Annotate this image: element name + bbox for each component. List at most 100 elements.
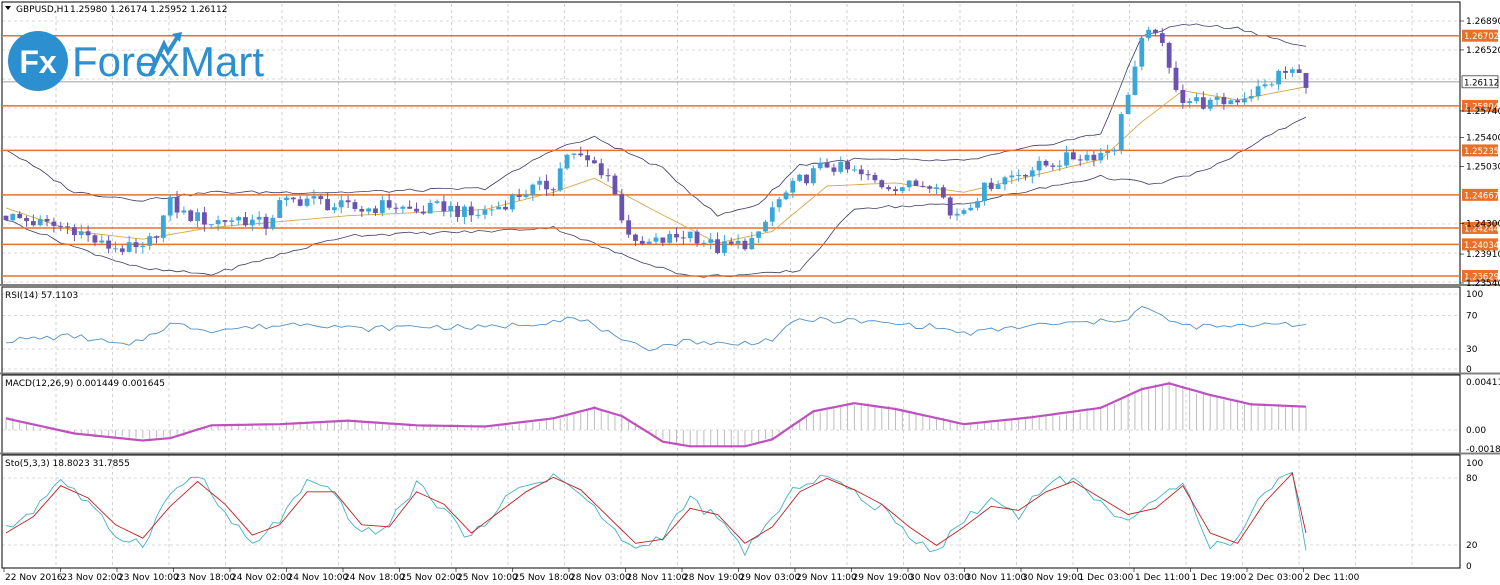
current-price-tag — [1461, 75, 1499, 89]
candle-body — [783, 192, 789, 200]
candle-body — [462, 206, 467, 217]
candle-body — [1146, 29, 1152, 39]
price-axis-label: 1.25030 — [1466, 162, 1500, 172]
candle-body — [3, 215, 9, 221]
price-axis-label: 1.25400 — [1466, 134, 1500, 144]
candle-body — [448, 205, 454, 212]
candle-body — [434, 201, 440, 203]
candle-body — [24, 217, 29, 222]
candle-body — [988, 182, 994, 190]
bollinger-lower-line — [5, 116, 1307, 278]
candle-body — [660, 237, 666, 243]
candle-body — [516, 195, 522, 197]
candle-body — [633, 234, 638, 241]
candle-body — [222, 220, 228, 222]
stochastic-label: Sto(5,3,3) 18.8023 31.7855 — [5, 459, 130, 469]
candle-body — [1248, 96, 1254, 99]
candle-body — [1276, 70, 1282, 85]
candle-body — [1228, 100, 1234, 105]
candle-body — [756, 231, 762, 238]
rsi-panel[interactable]: RSI(14) 57.1103 — [5, 291, 1307, 352]
rsi-axis-label: 100 — [1466, 290, 1483, 300]
candle-body — [304, 198, 310, 206]
candle-body — [1118, 114, 1124, 151]
candle-body — [468, 206, 474, 216]
candle-body — [639, 240, 645, 244]
ohlc-label: 1.25980 1.26174 1.25952 1.26112 — [70, 5, 227, 15]
candle-body — [1070, 152, 1076, 160]
candle-body — [366, 208, 372, 212]
rsi-axis-label: 0 — [1466, 365, 1472, 375]
candle-body — [995, 184, 1001, 190]
rsi-axis-label: 30 — [1466, 345, 1478, 355]
candle-body — [872, 174, 878, 181]
candle-body — [1214, 96, 1220, 100]
macd-label: MACD(12,26,9) 0.001449 0.001645 — [5, 379, 165, 389]
logo-arrow-icon — [148, 34, 180, 76]
candle-body — [564, 154, 570, 169]
time-axis-label: 2 Dec 11:00 — [1305, 573, 1360, 583]
candle-body — [414, 208, 419, 212]
macd-axis-label: 0.004117 — [1466, 378, 1500, 388]
candle-body — [790, 180, 796, 193]
price-axis-label: 1.25740 — [1466, 107, 1500, 117]
candle-body — [530, 184, 536, 195]
candle-body — [420, 211, 426, 214]
time-axis-label: 29 Nov 11:00 — [796, 573, 857, 583]
candle-body — [1221, 96, 1227, 105]
candle-body — [845, 161, 850, 170]
level-price-label: 1.23629 — [1464, 273, 1499, 283]
candle-body — [537, 180, 543, 185]
candle-body — [523, 194, 529, 197]
candle-body — [1098, 152, 1104, 161]
candle-body — [1289, 69, 1295, 73]
forexmart-logo: Fx Forex Mart — [8, 31, 264, 91]
candle-body — [1255, 86, 1261, 97]
time-axis-label: 29 Nov 03:00 — [740, 573, 801, 583]
candle-body — [920, 185, 926, 187]
candle-body — [913, 180, 919, 186]
stochastic-panel[interactable]: Sto(5,3,3) 18.8023 31.7855 — [5, 459, 1307, 557]
candle-body — [954, 213, 960, 216]
candle-body — [1009, 175, 1015, 178]
time-axis-label: 25 Nov 10:00 — [457, 573, 518, 583]
candle-body — [65, 226, 70, 228]
candle-body — [373, 208, 378, 214]
sto-frame — [1, 454, 1461, 569]
moving-average-line — [5, 86, 1307, 244]
candle-body — [332, 207, 337, 211]
candlesticks — [3, 26, 1309, 257]
candle-body — [810, 168, 816, 184]
candle-body — [263, 216, 269, 229]
candle-body — [715, 239, 720, 253]
candle-body — [475, 214, 481, 216]
candle-body — [1187, 101, 1193, 104]
price-panel[interactable]: 1.26702 1.25804 1.25235 1.24667 1.24244 1.240… — [2, 5, 1499, 283]
time-axis-label: 2 Dec 03:00 — [1248, 573, 1303, 583]
candle-body — [236, 217, 242, 221]
chevron-down-icon[interactable] — [5, 6, 11, 10]
stochastic-axis-label: 100 — [1466, 459, 1483, 469]
candle-body — [496, 206, 502, 210]
rsi-line — [5, 305, 1307, 352]
price-axis-label: 1.24300 — [1466, 220, 1500, 230]
logo-arrowhead-icon — [172, 32, 182, 42]
candle-body — [1153, 29, 1158, 34]
candle-body — [1242, 98, 1247, 103]
candle-body — [550, 189, 556, 191]
candle-body — [858, 169, 864, 175]
macd-panel[interactable]: MACD(12,26,9) 0.001449 0.001645 — [5, 379, 1307, 448]
candle-body — [585, 155, 590, 161]
candle-body — [195, 212, 200, 221]
candle-body — [893, 189, 898, 192]
time-axis-label: 30 Nov 11:00 — [966, 573, 1027, 583]
price-axis-label: 1.26890 — [1466, 17, 1500, 27]
macd-axis-label: -0.001838 — [1466, 445, 1500, 455]
candle-body — [249, 219, 255, 226]
candle-body — [961, 210, 967, 214]
candle-body — [284, 197, 289, 201]
candle-body — [208, 224, 214, 226]
candle-body — [797, 174, 803, 181]
candle-body — [852, 169, 857, 171]
